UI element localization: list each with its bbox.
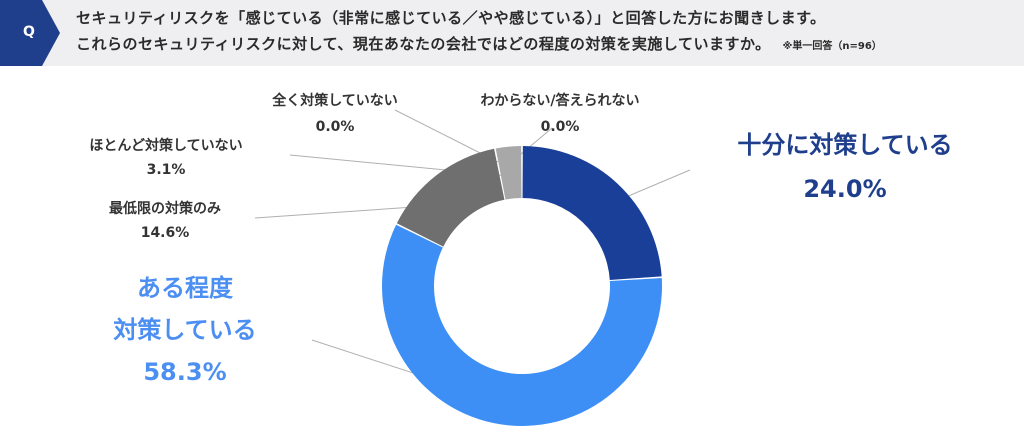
question-header: Q セキュリティリスクを「感じている（非常に感じている／やや感じている）」と回答… <box>0 0 1024 66</box>
label-minimum: 最低限の対策のみ 14.6% <box>80 198 250 244</box>
label-sufficient-value: 24.0% <box>803 175 887 203</box>
label-hardly-value: 3.1% <box>146 162 186 178</box>
label-hardly: ほとんど対策していない 3.1% <box>66 135 266 181</box>
question-note: ※単一回答（n=96） <box>782 41 882 52</box>
label-sufficient: 十分に対策している 24.0% <box>700 127 990 207</box>
question-text-line2: これらのセキュリティリスクに対して、現在あなたの会社ではどの程度の対策を実施して… <box>76 34 882 57</box>
question-text-line2-main: これらのセキュリティリスクに対して、現在あなたの会社ではどの程度の対策を実施して… <box>76 35 771 53</box>
slice-sufficient <box>522 146 662 280</box>
donut-slices <box>381 146 662 427</box>
label-unknown-name: わからない/答えられない <box>480 93 640 109</box>
label-somewhat-name-line2: 対策している <box>113 316 257 344</box>
question-text-line1: セキュリティリスクを「感じている（非常に感じている／やや感じている）」と回答した… <box>76 9 826 27</box>
slice-minimum <box>396 148 505 247</box>
label-none-name: 全く対策していない <box>272 93 398 109</box>
slice-somewhat <box>381 224 662 427</box>
label-minimum-value: 14.6% <box>140 225 190 241</box>
slice-hardly <box>495 146 522 200</box>
label-sufficient-name: 十分に対策している <box>737 131 953 159</box>
label-minimum-name: 最低限の対策のみ <box>109 201 221 217</box>
question-badge-letter: Q <box>23 24 35 40</box>
label-somewhat-value: 58.3% <box>143 358 227 386</box>
label-unknown: わからない/答えられない 0.0% <box>460 90 660 138</box>
label-unknown-value: 0.0% <box>540 119 580 135</box>
badge-shape <box>0 0 60 66</box>
label-hardly-name: ほとんど対策していない <box>89 138 243 154</box>
question-badge: Q <box>0 0 64 66</box>
label-somewhat-name-line1: ある程度 <box>137 274 233 302</box>
label-none-value: 0.0% <box>315 119 355 135</box>
label-none: 全く対策していない 0.0% <box>245 90 425 138</box>
label-somewhat: ある程度 対策している 58.3% <box>70 270 300 390</box>
